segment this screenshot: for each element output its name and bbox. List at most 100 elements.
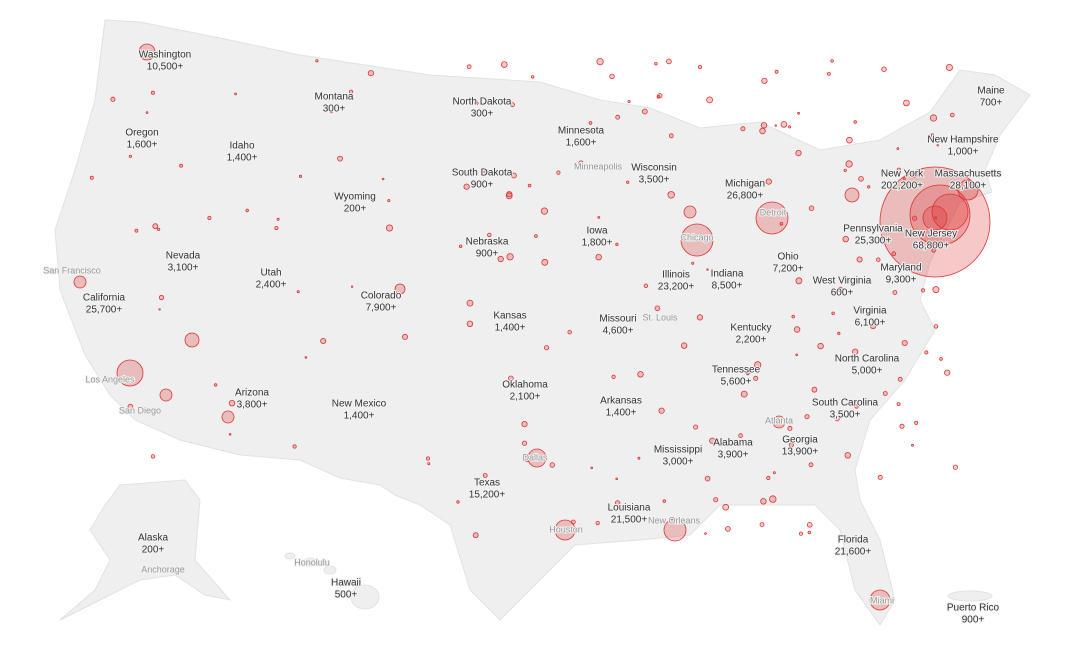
case-bubble: [842, 235, 849, 243]
city-name: San Francisco: [43, 265, 101, 275]
case-bubble: [780, 121, 788, 128]
case-bubble: [521, 420, 528, 428]
state-name: Illinois: [662, 270, 690, 281]
case-bubble: [666, 58, 672, 65]
case-bubble: [611, 374, 616, 379]
case-bubble: [506, 253, 514, 261]
case-bubble: [788, 125, 792, 129]
case-bubble: [858, 176, 864, 182]
case-bubbles: [73, 43, 991, 611]
state-name: Mississippi: [654, 445, 702, 456]
state-name: North Carolina: [835, 354, 900, 365]
case-bubble: [667, 191, 675, 199]
case-bubble: [381, 177, 385, 181]
state-count: 1,000+: [948, 147, 979, 158]
case-bubble: [637, 371, 644, 378]
case-bubble: [150, 454, 156, 459]
state-count: 23,200+: [658, 282, 695, 293]
case-bubble: [541, 258, 549, 266]
city-name: Los Angeles: [85, 374, 135, 384]
case-bubble: [773, 471, 776, 475]
case-bubble: [456, 500, 460, 504]
state-name: Oklahoma: [502, 380, 548, 391]
case-bubble: [911, 215, 918, 221]
case-bubble: [463, 183, 470, 190]
case-bubble: [643, 283, 649, 288]
case-bubble: [637, 456, 641, 460]
state-count: 5,000+: [852, 366, 883, 377]
state-name: Tennessee: [712, 365, 761, 376]
case-bubble: [482, 473, 488, 478]
state-name: Minnesota: [558, 126, 605, 137]
case-bubble: [945, 64, 953, 72]
state-name: Idaho: [229, 141, 254, 152]
case-bubble: [387, 199, 391, 203]
case-bubble: [830, 59, 834, 63]
case-bubble: [615, 114, 621, 120]
case-bubble: [798, 531, 804, 536]
case-bubble: [788, 442, 794, 448]
state-count: 5,600+: [721, 377, 752, 388]
case-bubble: [837, 286, 843, 292]
case-bubble: [914, 420, 919, 425]
us-outline: [54, 19, 1031, 626]
state-count: 4,600+: [603, 326, 634, 337]
state-count: 1,400+: [606, 408, 637, 419]
case-bubble: [523, 455, 531, 463]
case-bubble: [804, 414, 810, 420]
case-bubble: [556, 170, 561, 175]
state-name: Iowa: [586, 226, 608, 237]
case-bubble: [245, 208, 249, 213]
case-bubble: [221, 410, 235, 424]
state-name: Puerto Rico: [947, 603, 1000, 614]
case-bubble: [658, 407, 665, 414]
case-bubble: [350, 285, 354, 288]
case-bubble: [276, 217, 280, 221]
case-bubble: [511, 172, 517, 179]
case-bubble: [207, 215, 212, 220]
state-count: 1,400+: [495, 323, 526, 334]
state-count: 21,600+: [835, 547, 872, 558]
state-count: 3,100+: [168, 263, 199, 274]
state-count: 200+: [344, 204, 367, 215]
state-count: 9,300+: [886, 275, 917, 286]
puerto-rico-outline: [947, 590, 993, 602]
case-bubble: [683, 205, 697, 219]
case-bubble: [881, 66, 887, 72]
state-count: 1,600+: [566, 138, 597, 149]
case-bubble: [691, 261, 695, 265]
case-bubble: [654, 62, 658, 66]
case-bubble: [844, 187, 860, 203]
case-bubble: [680, 223, 714, 257]
hawaii-islands: [284, 552, 380, 610]
case-bubble: [704, 475, 711, 482]
city-name: Chicago: [680, 232, 713, 242]
state-name: Louisiana: [608, 503, 651, 514]
case-bubble: [909, 170, 914, 174]
case-bubble: [609, 73, 615, 80]
case-bubble: [158, 294, 165, 301]
state-name: Kansas: [493, 311, 526, 322]
state-count: 1,400+: [227, 153, 258, 164]
case-bubble: [602, 398, 606, 402]
state-count: 2,200+: [736, 335, 767, 346]
case-bubble: [877, 474, 883, 480]
case-bubble: [876, 257, 881, 262]
case-bubble: [698, 65, 703, 70]
case-bubble: [474, 101, 479, 106]
case-bubble: [597, 215, 601, 219]
case-bubble: [846, 136, 853, 144]
case-bubble: [578, 160, 584, 167]
case-bubble: [531, 75, 535, 79]
case-bubble: [931, 248, 936, 253]
city-name: Dallas: [522, 452, 548, 462]
case-bubble: [896, 402, 901, 407]
case-bubble: [901, 339, 908, 346]
case-bubble: [138, 43, 156, 61]
state-count: 202,200+: [881, 181, 923, 192]
case-bubble: [713, 497, 719, 503]
case-bubble: [834, 416, 840, 422]
case-bubble: [939, 357, 943, 361]
case-bubble: [179, 163, 184, 168]
